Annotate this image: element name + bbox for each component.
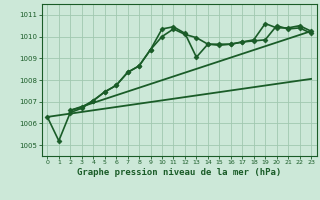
X-axis label: Graphe pression niveau de la mer (hPa): Graphe pression niveau de la mer (hPa) [77,168,281,177]
